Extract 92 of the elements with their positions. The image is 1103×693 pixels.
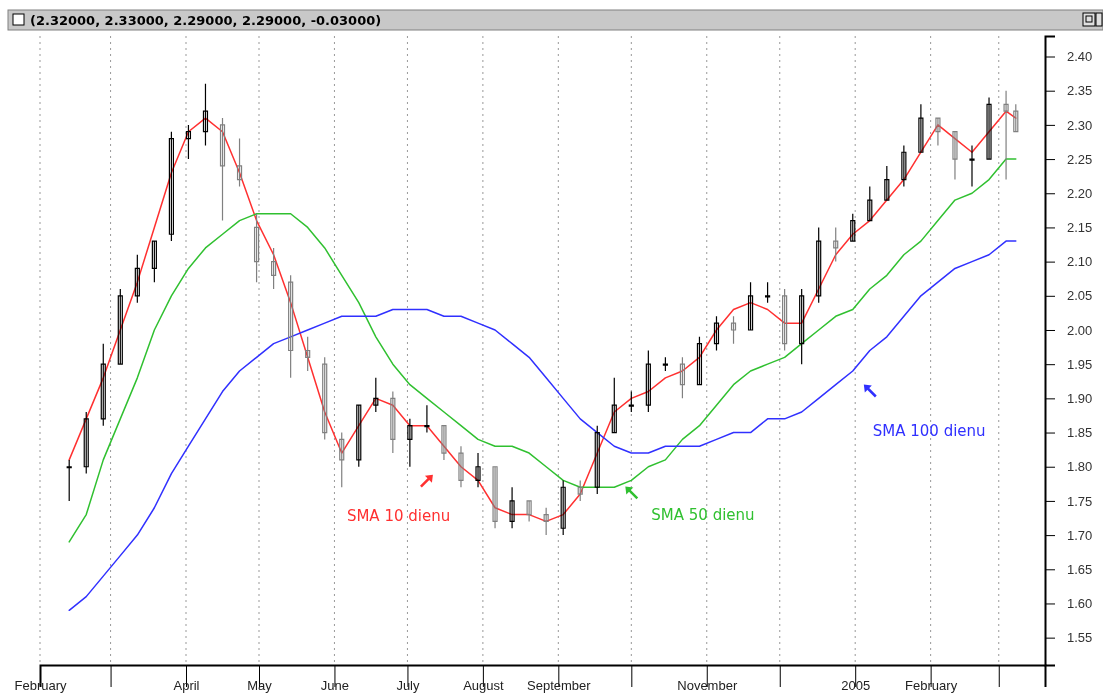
candlestick xyxy=(151,240,157,283)
candlestick xyxy=(747,281,754,331)
candlestick xyxy=(288,274,294,379)
candlestick xyxy=(185,124,192,160)
candlestick xyxy=(867,185,873,222)
text: SMA 10 dienu xyxy=(346,506,451,525)
candlestick xyxy=(168,131,174,242)
candlestick xyxy=(66,459,72,502)
y-tick-label: 2.05 xyxy=(1067,288,1093,304)
candlestick xyxy=(373,377,379,413)
candlestick xyxy=(662,356,668,372)
candlestick xyxy=(492,466,498,529)
line-series xyxy=(68,158,1017,543)
candlestick xyxy=(475,452,481,488)
candlestick xyxy=(799,288,805,365)
y-tick-label: 1.70 xyxy=(1067,527,1093,543)
candlestick xyxy=(271,247,277,290)
candlestick xyxy=(253,213,260,283)
candlestick xyxy=(441,425,447,461)
y-tick-label: 1.60 xyxy=(1067,596,1093,612)
candlestick xyxy=(305,336,311,372)
x-tick-label: August xyxy=(463,678,504,693)
candlestick xyxy=(986,96,992,160)
candlestick xyxy=(83,411,89,475)
candlestick xyxy=(339,431,345,488)
y-tick-label: 2.15 xyxy=(1067,220,1093,236)
candlestick xyxy=(730,315,737,345)
y-tick-label: 1.75 xyxy=(1067,493,1093,509)
y-tick-label: 1.95 xyxy=(1067,356,1093,372)
line-series xyxy=(68,110,1017,523)
candlestick xyxy=(679,356,686,399)
candlestick xyxy=(322,356,328,440)
candlestick xyxy=(696,336,703,386)
candlestick xyxy=(1003,90,1009,181)
candlestick xyxy=(969,144,975,188)
candlestick xyxy=(526,500,532,523)
candlestick xyxy=(560,479,566,536)
x-tick-label: February xyxy=(14,678,67,693)
candlestick xyxy=(100,343,106,427)
x-tick-label: 2005 xyxy=(841,678,871,693)
x-tick-label: November xyxy=(677,678,738,693)
y-tick-label: 1.85 xyxy=(1067,425,1093,441)
y-tick-label: 2.25 xyxy=(1067,151,1093,167)
y-tick-label: 2.40 xyxy=(1067,49,1093,65)
candlestick xyxy=(134,254,140,304)
y-tick-label: 2.20 xyxy=(1067,185,1093,201)
text: SMA 100 dienu xyxy=(872,421,986,440)
candlestick xyxy=(424,404,430,434)
chart-title: (2.32000, 2.33000, 2.29000, 2.29000, -0.03000) xyxy=(30,12,382,28)
candlestick xyxy=(577,479,583,502)
candlestick xyxy=(782,288,788,352)
y-tick-label: 1.55 xyxy=(1067,630,1093,646)
line-series xyxy=(68,240,1017,612)
candlestick xyxy=(628,390,634,413)
candlestick xyxy=(356,404,362,468)
x-tick-label: September xyxy=(527,678,592,693)
candlestick xyxy=(390,390,396,454)
candlestick xyxy=(952,131,958,181)
y-tick-label: 2.00 xyxy=(1067,322,1093,338)
candlestick xyxy=(935,117,941,146)
candlestick xyxy=(611,377,617,434)
candlestick xyxy=(833,226,839,263)
candlestick xyxy=(850,213,856,242)
y-tick-label: 1.90 xyxy=(1067,391,1093,407)
candlestick xyxy=(117,288,123,365)
x-tick-label: February xyxy=(905,678,958,693)
candlestick xyxy=(764,281,771,304)
candlestick xyxy=(236,137,243,188)
candlestick xyxy=(219,117,226,222)
x-tick-label: May xyxy=(247,678,273,693)
candlestick xyxy=(407,418,413,468)
x-tick-label: April xyxy=(173,678,200,693)
candlestick xyxy=(816,226,822,304)
y-tick-label: 2.30 xyxy=(1067,117,1093,133)
x-tick-label: June xyxy=(320,678,350,693)
candlestick xyxy=(645,349,651,413)
y-tick-label: 2.10 xyxy=(1067,254,1093,270)
candlestick xyxy=(1013,103,1019,133)
y-tick-label: 1.65 xyxy=(1067,561,1093,577)
candlestick xyxy=(594,425,600,495)
candlestick xyxy=(458,445,464,488)
candlestick xyxy=(509,486,515,529)
text: SMA 50 dienu xyxy=(651,506,755,525)
candlestick xyxy=(543,507,549,536)
x-tick-label: July xyxy=(396,678,420,693)
y-tick-label: 1.80 xyxy=(1067,459,1093,475)
candlestick xyxy=(918,103,924,153)
candlestick xyxy=(901,144,907,188)
y-tick-label: 2.35 xyxy=(1067,83,1093,99)
candlestick xyxy=(884,165,890,201)
candlestick xyxy=(202,83,209,146)
candlestick xyxy=(713,315,720,352)
